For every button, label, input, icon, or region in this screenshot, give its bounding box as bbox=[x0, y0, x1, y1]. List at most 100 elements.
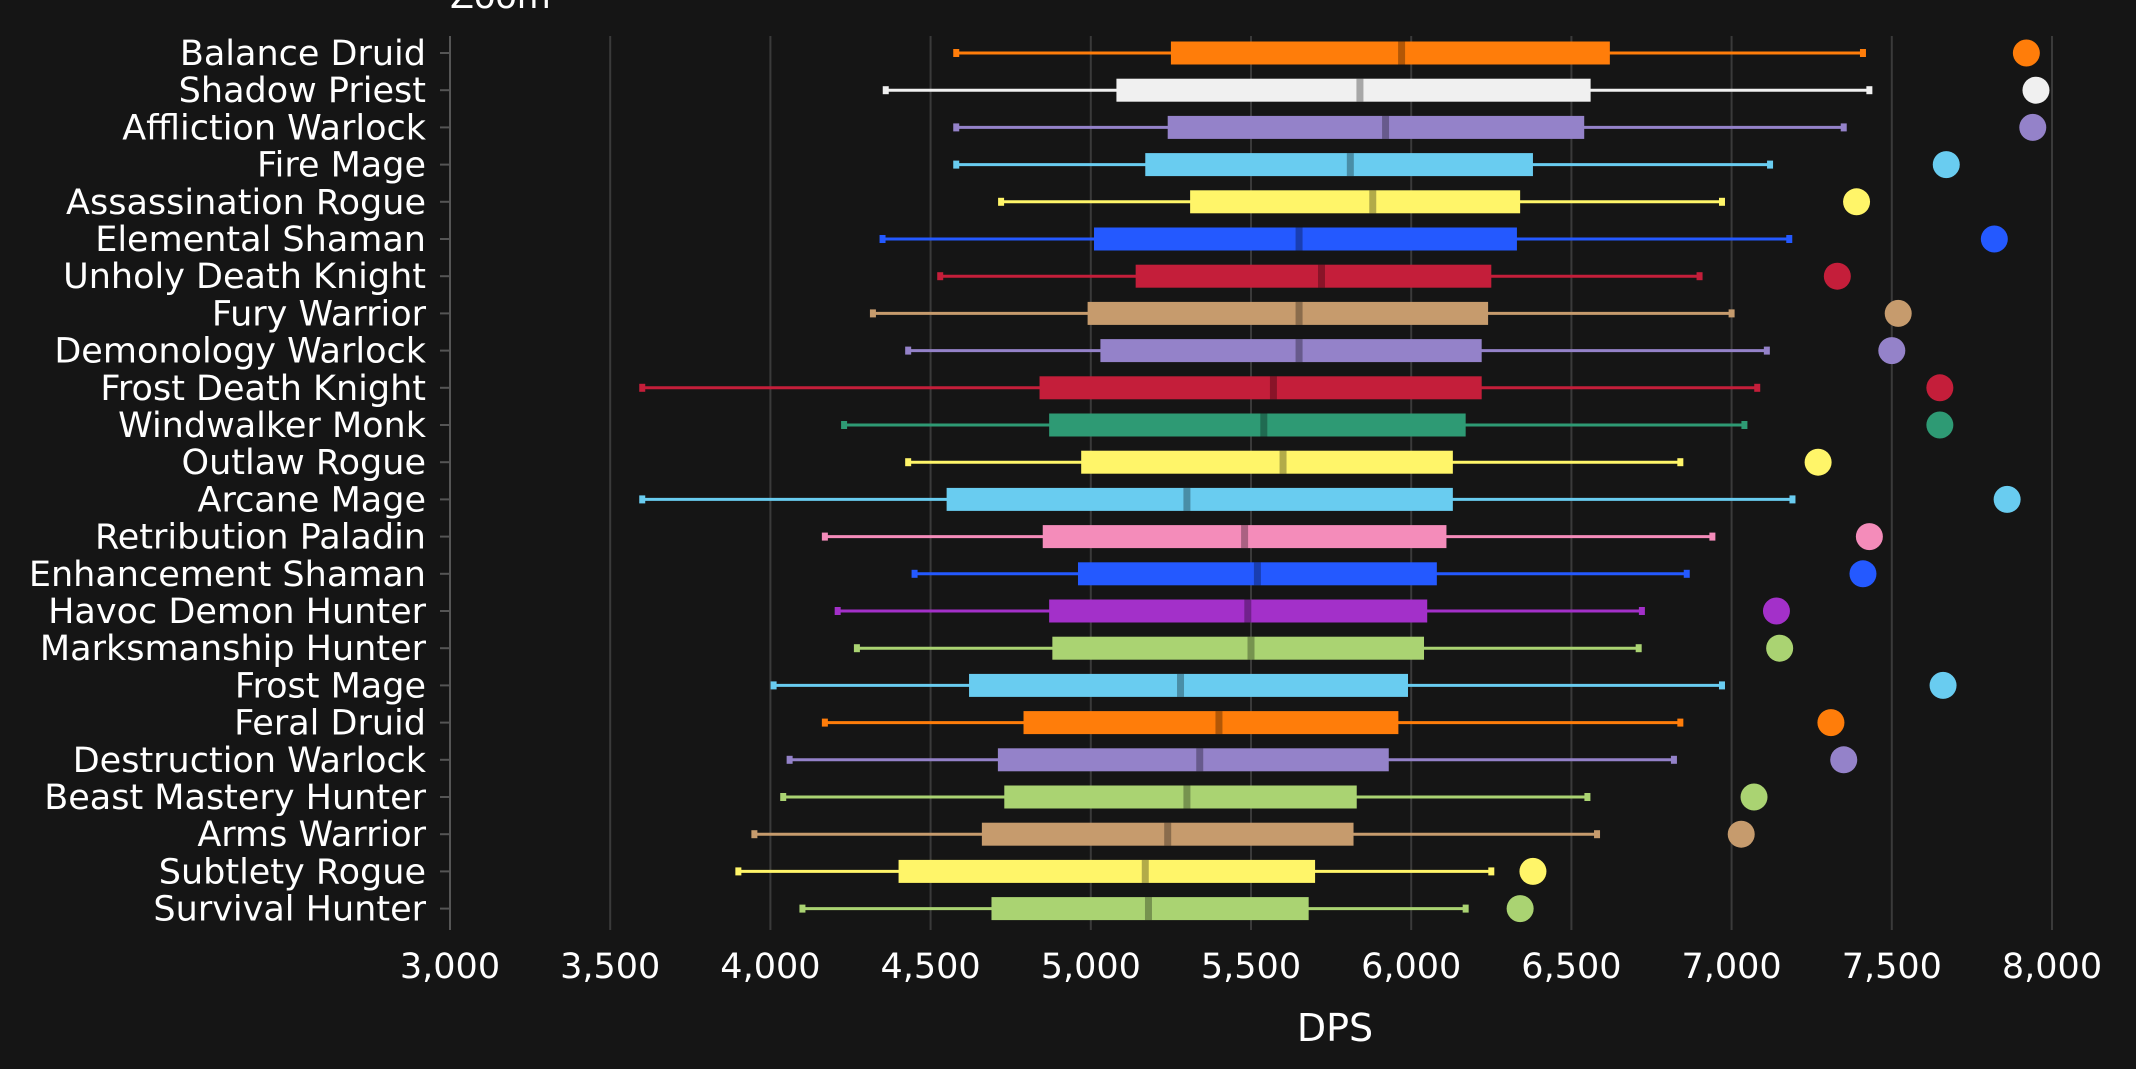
median-marker bbox=[1183, 785, 1191, 809]
top-value-dot bbox=[1843, 188, 1871, 216]
whisker-max-cap bbox=[1859, 49, 1866, 57]
top-value-dot bbox=[1804, 448, 1832, 476]
axis-layer bbox=[440, 36, 451, 930]
whisker-max-cap bbox=[1718, 681, 1725, 690]
iqr-box bbox=[969, 673, 1408, 697]
whisker-max-cap bbox=[1462, 904, 1469, 913]
median-marker bbox=[1382, 115, 1390, 139]
top-value-dot bbox=[1519, 857, 1547, 885]
whisker-max-cap bbox=[1718, 197, 1725, 206]
category-label: Marksmanship Hunter bbox=[40, 629, 427, 669]
whisker-max-cap bbox=[1584, 793, 1591, 801]
whisker-min-cap bbox=[953, 49, 960, 57]
iqr-box bbox=[1077, 562, 1437, 586]
whisker-min-cap bbox=[639, 383, 646, 392]
median-marker bbox=[1398, 41, 1406, 65]
category-label: Havoc Demon Hunter bbox=[48, 592, 427, 632]
category-label: Shadow Priest bbox=[179, 71, 426, 111]
category-label: Balance Druid bbox=[180, 34, 426, 74]
top-value-dot bbox=[2022, 76, 2050, 104]
median-marker bbox=[1369, 190, 1377, 214]
x-tick-label: 3,500 bbox=[560, 947, 660, 987]
median-marker bbox=[1253, 562, 1261, 586]
top-value-dot bbox=[1817, 709, 1845, 737]
iqr-box bbox=[1167, 115, 1585, 139]
iqr-box bbox=[946, 487, 1453, 511]
whisker-min-cap bbox=[882, 86, 889, 95]
whisker-max-cap bbox=[1786, 235, 1793, 243]
category-label: Survival Hunter bbox=[153, 890, 426, 930]
top-value-dot bbox=[1823, 262, 1851, 290]
x-tick-label: 8,000 bbox=[2002, 947, 2102, 987]
top-value-dot bbox=[1766, 634, 1794, 662]
median-marker bbox=[1177, 673, 1185, 697]
whisker-max-cap bbox=[1488, 867, 1495, 876]
whisker-max-cap bbox=[1763, 346, 1770, 355]
whisker-max-cap bbox=[1767, 160, 1774, 169]
whisker-max-cap bbox=[1709, 532, 1716, 541]
whisker-min-cap bbox=[911, 569, 918, 578]
whisker-max-cap bbox=[1866, 86, 1873, 95]
whisker-min-cap bbox=[639, 495, 646, 504]
iqr-box bbox=[1052, 636, 1425, 660]
whisker-min-cap bbox=[841, 421, 848, 429]
median-marker bbox=[1346, 153, 1354, 177]
whisker-min-cap bbox=[834, 607, 841, 615]
whisker-max-cap bbox=[1594, 830, 1601, 839]
iqr-box bbox=[1145, 153, 1533, 177]
iqr-box bbox=[981, 822, 1354, 846]
iqr-box bbox=[1135, 264, 1492, 288]
category-label: Arms Warrior bbox=[197, 815, 426, 855]
whisker-min-cap bbox=[869, 309, 876, 318]
whisker-max-cap bbox=[1677, 718, 1684, 727]
top-value-dot bbox=[1727, 820, 1755, 848]
whisker-min-cap bbox=[751, 830, 758, 839]
median-marker bbox=[1269, 376, 1277, 400]
x-tick-label: 3,000 bbox=[400, 947, 500, 987]
top-value-dot bbox=[1980, 225, 2008, 253]
category-label: Demonology Warlock bbox=[54, 332, 426, 372]
whisker-min-cap bbox=[953, 160, 960, 169]
whisker-min-cap bbox=[937, 272, 944, 281]
median-marker bbox=[1279, 450, 1287, 474]
median-marker bbox=[1215, 711, 1223, 735]
top-value-dot bbox=[1926, 411, 1954, 439]
whisker-max-cap bbox=[1683, 569, 1690, 578]
category-label: Beast Mastery Hunter bbox=[44, 778, 426, 818]
top-value-dot bbox=[2012, 39, 2040, 67]
top-value-dot bbox=[1932, 151, 1960, 179]
whisker-min-cap bbox=[780, 793, 787, 801]
top-value-dot bbox=[1740, 783, 1768, 811]
category-label: Assassination Rogue bbox=[66, 183, 426, 223]
category-label: Affliction Warlock bbox=[122, 108, 427, 148]
whisker-max-cap bbox=[1696, 272, 1703, 281]
iqr-box bbox=[1004, 785, 1357, 809]
whisker-max-cap bbox=[1840, 123, 1847, 132]
whisker-min-cap bbox=[998, 197, 1005, 206]
whisker-min-cap bbox=[735, 867, 742, 876]
top-value-dot bbox=[1993, 485, 2021, 513]
median-marker bbox=[1244, 599, 1252, 623]
top-value-dot bbox=[1878, 337, 1906, 365]
iqr-box bbox=[1049, 599, 1428, 623]
x-axis-title: DPS bbox=[1297, 1006, 1373, 1050]
category-label: Subtlety Rogue bbox=[159, 852, 426, 892]
median-marker bbox=[1317, 264, 1325, 288]
x-tick-label: 4,000 bbox=[720, 947, 820, 987]
category-label: Windwalker Monk bbox=[118, 406, 427, 446]
marks-layer bbox=[639, 39, 2050, 923]
category-label: Frost Death Knight bbox=[100, 369, 426, 409]
top-value-dot bbox=[1506, 895, 1534, 923]
category-label: Fury Warrior bbox=[212, 294, 427, 334]
whisker-max-cap bbox=[1670, 755, 1677, 764]
whisker-min-cap bbox=[799, 904, 806, 913]
iqr-box bbox=[1190, 190, 1521, 214]
x-tick-label: 5,500 bbox=[1201, 947, 1301, 987]
iqr-box bbox=[1170, 41, 1610, 65]
x-tick-label: 7,500 bbox=[1842, 947, 1942, 987]
top-value-dot bbox=[1762, 597, 1790, 625]
top-value-dot bbox=[2019, 113, 2047, 141]
median-marker bbox=[1241, 525, 1249, 549]
category-label: Unholy Death Knight bbox=[63, 257, 426, 297]
